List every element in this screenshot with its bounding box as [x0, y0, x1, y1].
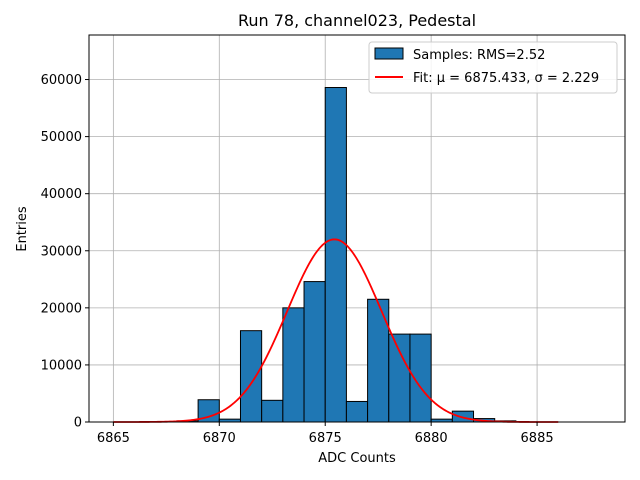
legend-swatch-samples	[374, 47, 404, 60]
y-tick-label: 0	[74, 416, 82, 431]
y-tick-label: 10000	[41, 358, 82, 373]
histogram-bar	[324, 87, 347, 423]
y-axis-label: Entries	[15, 206, 30, 252]
histogram-bar	[345, 400, 369, 423]
plot-frame	[88, 34, 626, 423]
legend-label-fit: Fit: μ = 6875.433, σ = 2.229	[413, 71, 599, 86]
y-tick-label: 30000	[41, 244, 82, 259]
x-tick-label: 6870	[203, 431, 236, 446]
y-tick-label: 60000	[41, 73, 82, 88]
x-tick-label: 6885	[521, 431, 554, 446]
y-tick-label: 20000	[41, 301, 82, 316]
y-axis-ticks: 0 10000 20000 30000 40000 50000 60000	[41, 73, 89, 431]
fit-curve-group	[113, 238, 559, 423]
histogram-bar	[261, 399, 284, 423]
legend: Samples: RMS=2.52 Fit: μ = 6875.433, σ =…	[368, 41, 618, 94]
legend-label-samples: Samples: RMS=2.52	[413, 48, 545, 63]
chart-title: Run 78, channel023, Pedestal	[238, 11, 476, 30]
histogram-bar	[388, 333, 411, 423]
x-tick-label: 6880	[415, 431, 448, 446]
x-tick-label: 6865	[97, 431, 130, 446]
histogram-bar	[282, 307, 305, 423]
histogram-bars	[176, 87, 517, 423]
fit-curve	[113, 238, 559, 423]
histogram-bar	[303, 281, 326, 423]
y-tick-label: 50000	[41, 130, 82, 145]
y-tick-label: 40000	[41, 187, 82, 202]
histogram-bar	[239, 330, 263, 423]
histogram-bar	[367, 298, 390, 423]
x-axis-label: ADC Counts	[318, 451, 396, 466]
legend-box	[368, 41, 618, 94]
x-tick-label: 6875	[309, 431, 342, 446]
x-axis-ticks: 6865 6870 6875 6880 6885	[97, 422, 554, 446]
